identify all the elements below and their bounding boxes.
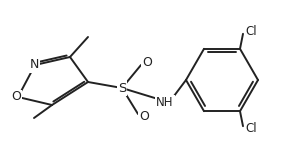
Text: NH: NH xyxy=(156,95,174,109)
Text: Cl: Cl xyxy=(245,122,257,135)
Text: Cl: Cl xyxy=(245,25,257,38)
Text: O: O xyxy=(11,90,21,103)
Text: O: O xyxy=(139,111,149,124)
Text: N: N xyxy=(29,58,39,72)
Text: S: S xyxy=(118,82,126,95)
Text: O: O xyxy=(142,56,152,69)
